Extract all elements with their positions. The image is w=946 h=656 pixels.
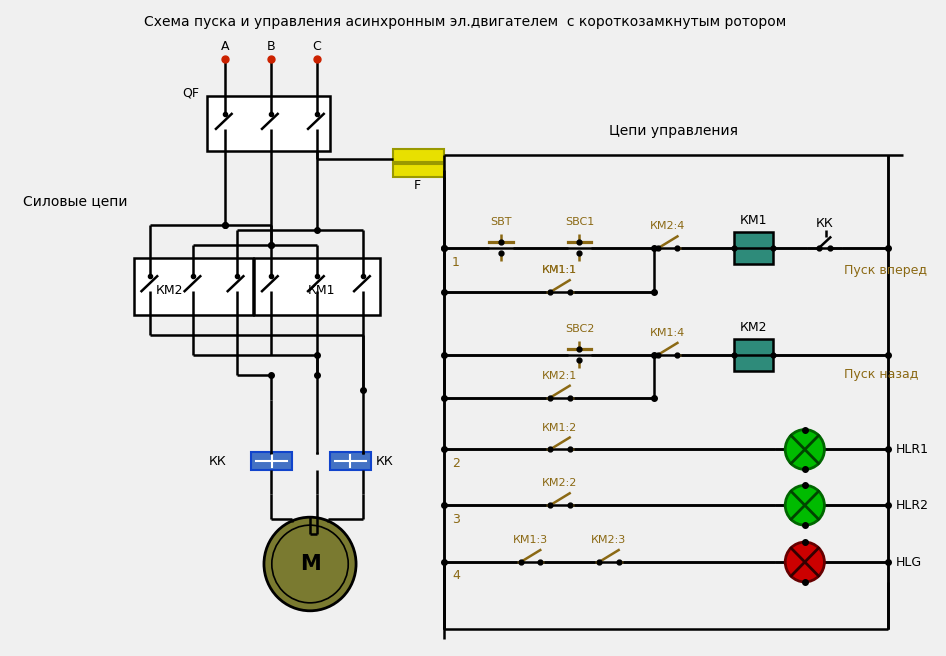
FancyBboxPatch shape [394,149,445,162]
Text: КМ1: КМ1 [308,283,336,297]
Text: QF: QF [183,87,200,100]
Text: КМ1:1: КМ1:1 [542,265,577,276]
Text: КМ2:1: КМ2:1 [542,371,577,380]
Text: КК: КК [815,217,833,230]
FancyBboxPatch shape [207,96,329,151]
Circle shape [785,542,824,582]
Text: КК: КК [209,455,227,468]
FancyBboxPatch shape [133,258,254,315]
Text: Цепи управления: Цепи управления [609,124,738,138]
FancyBboxPatch shape [734,232,774,264]
Text: КМ1: КМ1 [740,214,767,227]
Text: HLG: HLG [896,556,922,569]
Text: Пуск назад: Пуск назад [844,368,919,381]
Text: 1: 1 [452,256,460,269]
Text: КМ1:4: КМ1:4 [650,328,685,338]
Text: КМ2: КМ2 [156,283,184,297]
Text: КМ1:2: КМ1:2 [542,422,577,432]
Circle shape [785,485,824,525]
FancyBboxPatch shape [329,453,371,470]
Text: 4: 4 [452,569,460,583]
Text: КМ2: КМ2 [740,321,767,333]
Text: КМ1:1: КМ1:1 [542,265,577,276]
Text: Силовые цепи: Силовые цепи [23,194,128,207]
Text: КМ2:3: КМ2:3 [591,535,626,545]
Text: 2: 2 [452,457,460,470]
Text: C: C [312,40,322,52]
Text: КМ1:3: КМ1:3 [513,535,548,545]
Text: КК: КК [376,455,394,468]
Text: Пуск вперед: Пуск вперед [844,264,927,277]
Text: SBT: SBT [490,217,512,228]
FancyBboxPatch shape [734,339,774,371]
Text: 3: 3 [452,513,460,525]
Text: HLR2: HLR2 [896,499,929,512]
Text: SBC2: SBC2 [565,324,594,334]
Text: HLR1: HLR1 [896,443,929,456]
FancyBboxPatch shape [394,164,445,176]
Text: Схема пуска и управления асинхронным эл.двигателем  с короткозамкнутым ротором: Схема пуска и управления асинхронным эл.… [144,15,786,30]
Circle shape [272,525,348,603]
Text: F: F [414,179,421,192]
FancyBboxPatch shape [254,258,379,315]
Text: КМ2:4: КМ2:4 [650,222,685,232]
FancyBboxPatch shape [252,453,292,470]
Circle shape [264,517,356,611]
Text: B: B [267,40,275,52]
Text: КМ2:2: КМ2:2 [542,478,578,488]
Circle shape [785,430,824,470]
Text: SBC1: SBC1 [565,217,594,228]
Text: A: A [220,40,229,52]
Text: М: М [300,554,321,574]
